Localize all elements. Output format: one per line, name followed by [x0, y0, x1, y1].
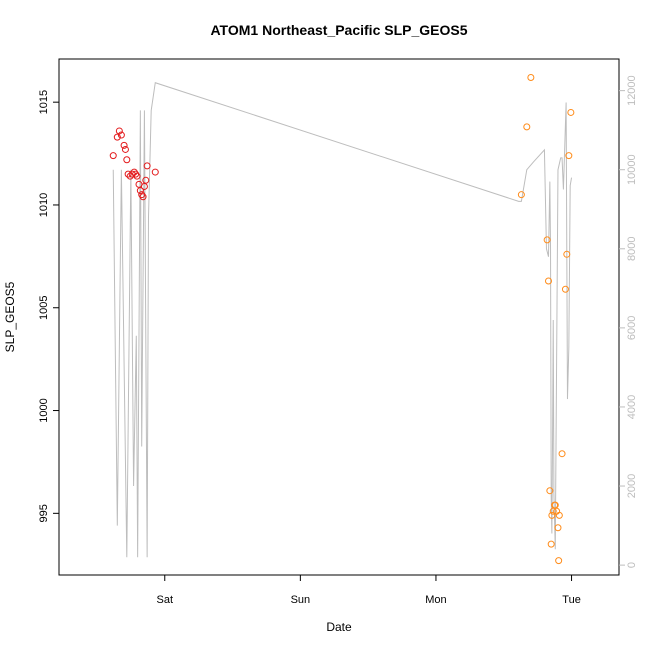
- series-0-point-1: [113, 133, 121, 141]
- x-tick-label-0: Sat: [157, 594, 174, 606]
- right-tick-label-5: 10000: [626, 154, 638, 185]
- left-tick-label-3: 1010: [38, 193, 50, 217]
- x-tick-label-2: Mon: [425, 594, 446, 606]
- right-tick-label-2: 4000: [626, 395, 638, 419]
- points-layer: [109, 74, 575, 565]
- series-0-point-0: [109, 152, 117, 160]
- right-tick-label-4: 8000: [626, 237, 638, 261]
- right-tick-label-1: 2000: [626, 474, 638, 498]
- series-0-point-7: [124, 170, 132, 178]
- series-1-point-17: [563, 250, 571, 258]
- series-0-point-19: [143, 162, 151, 170]
- left-tick-label-1: 1000: [38, 398, 50, 422]
- series-0-point-5: [121, 145, 129, 153]
- series-1-point-14: [555, 511, 563, 519]
- line-layer: [112, 82, 573, 558]
- series-0-point-12: [133, 172, 141, 180]
- x-tick-label-3: Tue: [562, 594, 581, 606]
- right-tick-label-0: 0: [626, 562, 638, 568]
- series-1-point-3: [543, 236, 551, 244]
- x-tick-label-1: Sun: [291, 594, 311, 606]
- series-1-point-18: [565, 152, 573, 160]
- series-0-point-15: [138, 191, 146, 199]
- series-1-point-13: [555, 557, 563, 565]
- plot-frame: [58, 58, 620, 576]
- series-1-point-16: [561, 285, 569, 293]
- series-line-2: [112, 82, 573, 558]
- right-axis: 0 2000 4000 6000 8000 10000 12000: [619, 75, 638, 568]
- series-0-point-14: [136, 187, 144, 195]
- left-tick-label-2: 1005: [38, 296, 50, 320]
- right-tick-label-3: 6000: [626, 316, 638, 340]
- series-0-point-16: [139, 193, 147, 201]
- left-tick-label-0: 995: [38, 504, 50, 522]
- series-0-point-6: [123, 156, 131, 164]
- series-1-point-7: [548, 511, 556, 519]
- series-0-point-3: [117, 131, 125, 139]
- left-axis: 995 1000 1005 1010 1015: [38, 90, 59, 523]
- x-axis-label: Date: [326, 620, 352, 634]
- series-1-point-5: [546, 487, 554, 495]
- series-1-point-2: [527, 74, 535, 81]
- series-0-point-18: [142, 176, 150, 184]
- series-0-point-2: [115, 127, 123, 135]
- series-1-point-15: [558, 450, 566, 458]
- series-1-point-12: [554, 524, 562, 532]
- x-axis: Sat Sun Mon Tue: [157, 575, 581, 606]
- series-0-point-20: [151, 168, 159, 176]
- left-tick-label-4: 1015: [38, 90, 50, 114]
- series-1-point-6: [547, 540, 555, 548]
- series-0-point-4: [120, 141, 128, 149]
- series-1-point-4: [544, 277, 552, 285]
- y-axis-label: SLP_GEOS5: [3, 281, 17, 352]
- series-1-point-1: [523, 123, 531, 131]
- series-1-point-19: [567, 108, 575, 116]
- series-0-point-11: [132, 170, 140, 178]
- chart-title: ATOM1 Northeast_Pacific SLP_GEOS5: [210, 22, 467, 38]
- series-1-point-0: [517, 191, 525, 199]
- right-tick-label-6: 12000: [626, 75, 638, 106]
